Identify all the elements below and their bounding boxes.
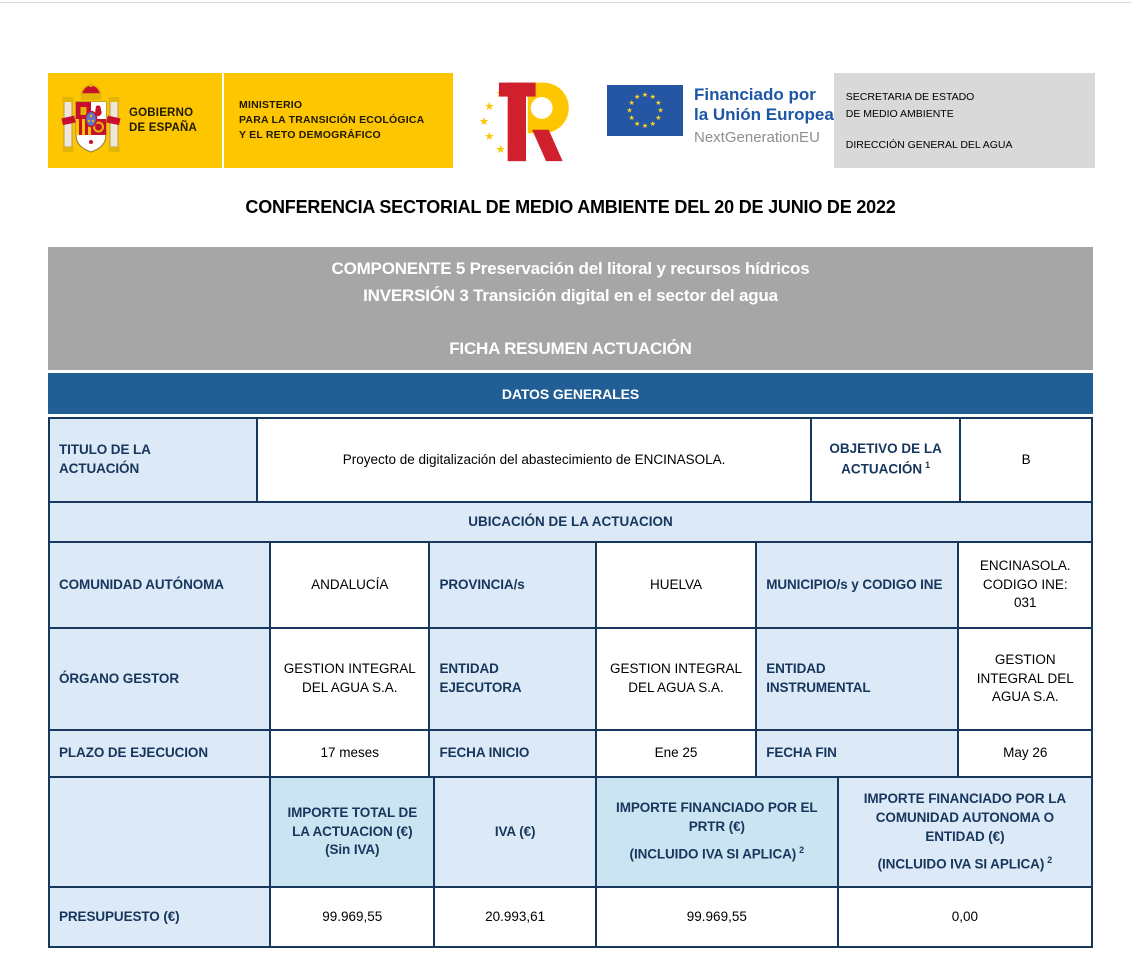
eu-flag-icon: ★ ★ ★ ★ ★ ★ ★ ★ ★ ★ ★ ★: [607, 85, 683, 136]
datos-generales-header: DATOS GENERALES: [48, 373, 1093, 414]
nextgenerationeu-label: NextGenerationEU: [694, 128, 820, 146]
gobierno-text-line2: DE ESPAÑA: [129, 121, 198, 134]
table-row-entidades: ÓRGANO GESTOR GESTION INTEGRAL DEL AGUA …: [50, 629, 1091, 731]
comunidad-autonoma-value: ANDALUCÍA: [271, 543, 431, 629]
importe-total-value: 99.969,55: [271, 888, 436, 946]
iva-column-header: IVA (€): [435, 778, 597, 888]
entidad-ejecutora-label: ENTIDAD EJECUTORA: [430, 629, 597, 731]
municipio-codigo-ine-value: ENCINASOLA. CODIGO INE: 031: [959, 543, 1091, 629]
provincia-label: PROVINCIA/s: [430, 543, 597, 629]
componente-banner: COMPONENTE 5 Preservación del litoral y …: [48, 247, 1093, 370]
eu-funding-line2: la Unión Europea: [694, 105, 834, 125]
svg-text:★: ★: [484, 99, 494, 113]
table-row-ubicacion-header: UBICACIÓN DE LA ACTUACION: [50, 503, 1091, 543]
organo-gestor-value: GESTION INTEGRAL DEL AGUA S.A.: [271, 629, 431, 731]
page-top-divider: [0, 2, 1131, 3]
table-row-presupuesto-headers: IMPORTE TOTAL DE LA ACTUACION (€) (Sin I…: [50, 778, 1091, 888]
table-row-titulo: TITULO DE LA ACTUACIÓN Proyecto de digit…: [50, 419, 1091, 503]
importe-total-column-header: IMPORTE TOTAL DE LA ACTUACION (€) (Sin I…: [271, 778, 436, 888]
svg-text:★: ★: [650, 120, 656, 128]
inversion-line: INVERSIÓN 3 Transición digital en el sec…: [363, 286, 778, 305]
svg-text:★: ★: [657, 107, 663, 115]
table-row-presupuesto-values: PRESUPUESTO (€) 99.969,55 20.993,61 99.9…: [50, 888, 1091, 946]
svg-text:★: ★: [479, 114, 489, 128]
table-row-plazos: PLAZO DE EJECUCION 17 meses FECHA INICIO…: [50, 731, 1091, 778]
svg-text:★: ★: [626, 107, 632, 115]
svg-text:★: ★: [484, 128, 494, 142]
importe-prtr-column-header: IMPORTE FINANCIADO POR EL PRTR (€) (INCL…: [596, 778, 839, 888]
svg-text:★: ★: [634, 93, 640, 101]
svg-text:★: ★: [655, 99, 661, 107]
municipio-codigo-ine-label: MUNICIPIO/s y CODIGO INE: [757, 543, 960, 629]
ministerio-line3: Y EL RETO DEMOGRÁFICO: [239, 128, 381, 141]
svg-text:★: ★: [655, 114, 661, 122]
comunidad-autonoma-label: COMUNIDAD AUTÓNOMA: [50, 543, 272, 629]
svg-text:★: ★: [628, 114, 634, 122]
gobierno-text-line1: GOBIERNO: [129, 106, 194, 119]
svg-text:★: ★: [642, 91, 648, 99]
entidad-instrumental-value: GESTION INTEGRAL DEL AGUA S.A.: [959, 629, 1091, 731]
eu-funding-line1: Financiado por: [694, 85, 816, 104]
gobierno-espana-logo: GOBIERNO DE ESPAÑA: [48, 73, 222, 168]
ministerio-line2: PARA LA TRANSICIÓN ECOLÓGICA: [239, 114, 425, 127]
iva-value: 20.993,61: [435, 888, 597, 946]
secretaria-info-box: SECRETARIA DE ESTADO DE MEDIO AMBIENTE D…: [833, 73, 1095, 168]
table-row-localizacion: COMUNIDAD AUTÓNOMA ANDALUCÍA PROVINCIA/s…: [50, 543, 1091, 629]
svg-text:★: ★: [496, 141, 506, 155]
entidad-ejecutora-value: GESTION INTEGRAL DEL AGUA S.A.: [596, 629, 758, 731]
importe-prtr-value: 99.969,55: [596, 888, 839, 946]
ficha-table: TITULO DE LA ACTUACIÓN Proyecto de digit…: [48, 417, 1093, 948]
fecha-inicio-label: FECHA INICIO: [430, 731, 597, 778]
presupuesto-label: PRESUPUESTO (€): [50, 888, 272, 946]
secretaria-line2: DE MEDIO AMBIENTE: [845, 108, 954, 121]
spain-coat-of-arms-icon: [61, 82, 121, 153]
ministerio-logo-box: MINISTERIO PARA LA TRANSICIÓN ECOLÓGICA …: [224, 73, 453, 168]
titulo-actuacion-value: Proyecto de digitalización del abastecim…: [258, 419, 812, 503]
header-logo-band: GOBIERNO DE ESPAÑA MINISTERIO PARA LA TR…: [48, 73, 1095, 168]
direccion-general-label: DIRECCIÓN GENERAL DEL AGUA: [845, 138, 1013, 151]
eu-funding-logo: ★ ★ ★ ★ ★ ★ ★ ★ ★ ★ ★ ★ Financiado por l…: [607, 73, 834, 168]
page-title: CONFERENCIA SECTORIAL DE MEDIO AMBIENTE …: [245, 197, 896, 217]
entidad-instrumental-label: ENTIDAD INSTRUMENTAL: [757, 629, 960, 731]
fecha-fin-label: FECHA FIN: [757, 731, 960, 778]
objetivo-actuacion-value: B: [961, 419, 1091, 503]
ubicacion-section-header: UBICACIÓN DE LA ACTUACION: [50, 503, 1091, 543]
componente-line: COMPONENTE 5 Preservación del litoral y …: [331, 259, 810, 278]
titulo-actuacion-label: TITULO DE LA ACTUACIÓN: [50, 419, 259, 503]
objetivo-actuacion-label: OBJETIVO DE LA ACTUACIÓN 1: [811, 419, 962, 503]
svg-text:★: ★: [628, 99, 634, 107]
organo-gestor-label: ÓRGANO GESTOR: [50, 629, 272, 731]
importe-ca-column-header: IMPORTE FINANCIADO POR LA COMUNIDAD AUTO…: [838, 778, 1091, 888]
importe-ca-value: 0,00: [838, 888, 1091, 946]
fecha-fin-value: May 26: [959, 731, 1091, 778]
fecha-inicio-value: Ene 25: [596, 731, 758, 778]
provincia-value: HUELVA: [596, 543, 758, 629]
plan-recuperacion-tr-logo: ★ ★ ★ ★ ★: [479, 82, 569, 161]
ficha-resumen-line: FICHA RESUMEN ACTUACIÓN: [449, 339, 692, 358]
svg-text:★: ★: [634, 120, 640, 128]
plazo-ejecucion-label: PLAZO DE EJECUCION: [50, 731, 272, 778]
ministerio-line1: MINISTERIO: [239, 99, 303, 112]
svg-text:★: ★: [642, 122, 648, 130]
svg-text:★: ★: [650, 93, 656, 101]
presupuesto-empty-cell: [50, 778, 272, 888]
secretaria-line1: SECRETARIA DE ESTADO: [845, 91, 975, 103]
plazo-ejecucion-value: 17 meses: [271, 731, 431, 778]
